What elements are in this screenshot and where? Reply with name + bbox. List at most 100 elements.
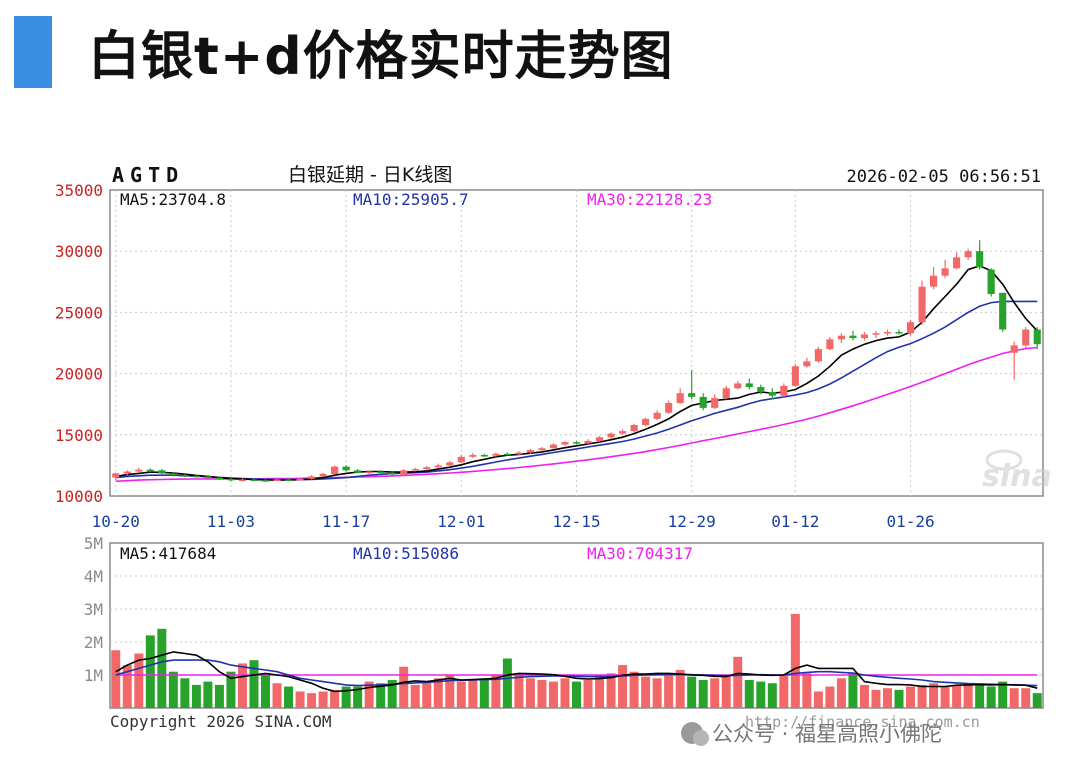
- candle: [630, 423, 638, 433]
- candle-body: [584, 440, 592, 444]
- candle-body: [112, 473, 120, 478]
- ma30-label: MA30:22128.23: [587, 190, 712, 209]
- candle-body: [273, 479, 281, 481]
- volume-bar: [433, 678, 443, 708]
- candle: [791, 363, 799, 388]
- candle-body: [204, 476, 212, 478]
- volume-bar: [813, 691, 823, 708]
- candle: [860, 331, 869, 341]
- candle: [688, 369, 696, 400]
- volume-y-tick-label: 4M: [84, 567, 103, 586]
- wechat-account-watermark: 公众号 · 福星高照小佛陀: [681, 722, 942, 746]
- candle: [250, 478, 258, 482]
- candle: [434, 463, 442, 469]
- candle-body: [607, 433, 615, 438]
- candle-body: [757, 387, 765, 392]
- volume-bar: [180, 678, 190, 708]
- candle: [469, 453, 477, 459]
- volume-bar: [122, 665, 132, 708]
- candle: [238, 478, 247, 482]
- candle-body: [215, 477, 223, 480]
- candle: [457, 454, 465, 463]
- candle-body: [365, 471, 373, 474]
- volume-bar: [606, 673, 616, 708]
- volume-bar: [871, 689, 881, 708]
- volume-bar: [1021, 688, 1031, 708]
- volume-bar: [410, 684, 420, 708]
- sina-logo-text: sina: [982, 459, 1052, 494]
- candle: [123, 470, 131, 476]
- volume-bar: [894, 689, 904, 708]
- volume-bar: [652, 678, 662, 708]
- candle-body: [169, 473, 177, 476]
- candle-body: [146, 469, 154, 472]
- candle: [400, 469, 408, 476]
- candle-body: [561, 442, 569, 445]
- volume-bar: [848, 673, 858, 708]
- vol-ma10-line: [115, 659, 1038, 687]
- volume-y-tick-label: 5M: [84, 534, 103, 553]
- candle: [1010, 341, 1018, 380]
- candle: [365, 470, 373, 474]
- candle-body: [1010, 345, 1018, 353]
- volume-bar: [572, 681, 581, 708]
- candle: [342, 465, 350, 472]
- candle-body: [469, 454, 477, 457]
- candle-body: [895, 331, 903, 334]
- candle-body: [699, 396, 707, 408]
- candle: [1022, 327, 1030, 348]
- volume-bar: [376, 683, 386, 708]
- price-x-tick-label: 01-26: [886, 512, 934, 531]
- candle-body: [595, 437, 604, 441]
- candle-body: [826, 339, 834, 350]
- volume-bar: [226, 671, 236, 708]
- candle-body: [572, 442, 581, 444]
- volume-bar: [145, 635, 155, 708]
- price-grid: [110, 190, 1043, 496]
- candle-body: [976, 251, 984, 268]
- volume-bar: [917, 684, 927, 708]
- volume-bar: [629, 671, 639, 708]
- sina-logo: sina: [982, 449, 1052, 494]
- volume-bar: [779, 675, 789, 708]
- candle: [953, 252, 961, 270]
- candle-body: [377, 471, 385, 474]
- candle: [480, 453, 488, 457]
- volume-bar: [641, 676, 651, 708]
- candle-body: [319, 473, 327, 477]
- candle: [446, 461, 454, 467]
- price-y-tick-label: 10000: [55, 487, 103, 506]
- candle: [883, 329, 892, 336]
- candle: [227, 477, 235, 482]
- candle: [169, 472, 177, 477]
- candle: [780, 383, 788, 397]
- volume-ma-lines: [115, 651, 1038, 693]
- candle-body: [860, 334, 869, 339]
- account-name: 公众号 · 福星高照小佛陀: [712, 722, 942, 746]
- candle: [941, 259, 949, 279]
- candle-body: [342, 466, 350, 471]
- chart-timestamp: 2026-02-05 06:56:51: [847, 167, 1041, 187]
- candle-body: [354, 470, 362, 473]
- candle-body: [331, 466, 339, 474]
- price-y-tick-label: 30000: [55, 242, 103, 261]
- candle-body: [181, 475, 189, 477]
- candle-body: [526, 450, 534, 453]
- candle: [976, 240, 984, 270]
- candle-body: [619, 431, 627, 434]
- candle-body: [135, 469, 143, 472]
- ma5-line: [115, 265, 1038, 481]
- vol-ma5-label: MA5:417684: [120, 544, 216, 563]
- candle-body: [941, 268, 949, 276]
- volume-bar: [952, 684, 962, 708]
- candle-body: [250, 479, 258, 481]
- candle: [377, 470, 385, 474]
- candle-body: [1033, 329, 1041, 345]
- volume-bar: [479, 678, 489, 708]
- candle: [526, 448, 534, 454]
- volume-bar: [963, 683, 973, 708]
- candle-body: [780, 385, 788, 396]
- candle-body: [676, 393, 684, 403]
- candle: [711, 394, 719, 410]
